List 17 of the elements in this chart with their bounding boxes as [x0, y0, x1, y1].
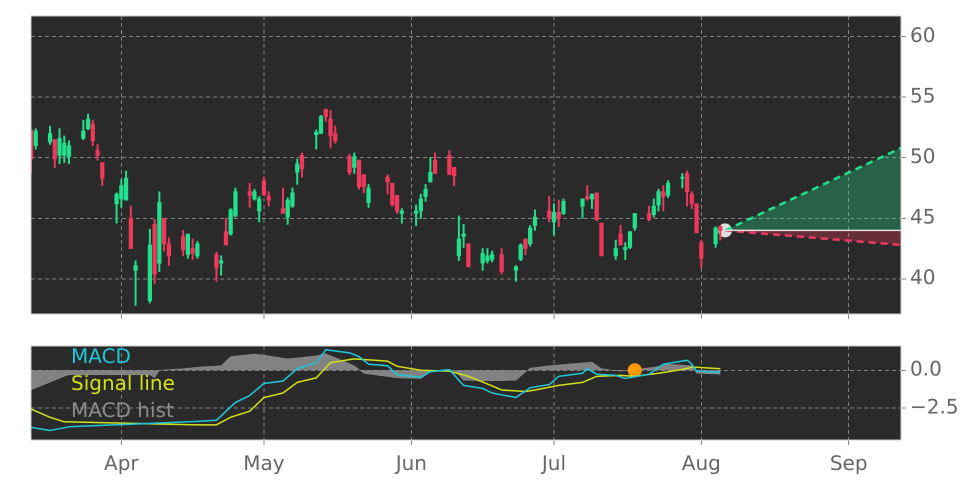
- candlestick: [599, 222, 604, 256]
- y-tick-label: 50: [910, 144, 936, 168]
- x-tick-label: Sep: [830, 451, 868, 476]
- y-tick-label: 0.0: [910, 356, 942, 380]
- y-tick-label: −2.5: [910, 394, 959, 418]
- x-tick-label: Apr: [104, 451, 140, 476]
- x-tick-label: Jun: [394, 451, 427, 476]
- x-tick-label: Jul: [540, 451, 566, 476]
- x-tick-label: May: [243, 451, 285, 476]
- text: MACD: [71, 344, 131, 368]
- x-tick-label: Aug: [682, 451, 721, 476]
- y-tick-label: 60: [910, 22, 936, 47]
- y-tick-label: 45: [910, 204, 936, 229]
- series-label: MACD hist: [71, 398, 174, 422]
- y-tick-label: 55: [910, 83, 936, 108]
- series-label: Signal line: [71, 371, 175, 396]
- y-tick-label: 40: [910, 265, 936, 290]
